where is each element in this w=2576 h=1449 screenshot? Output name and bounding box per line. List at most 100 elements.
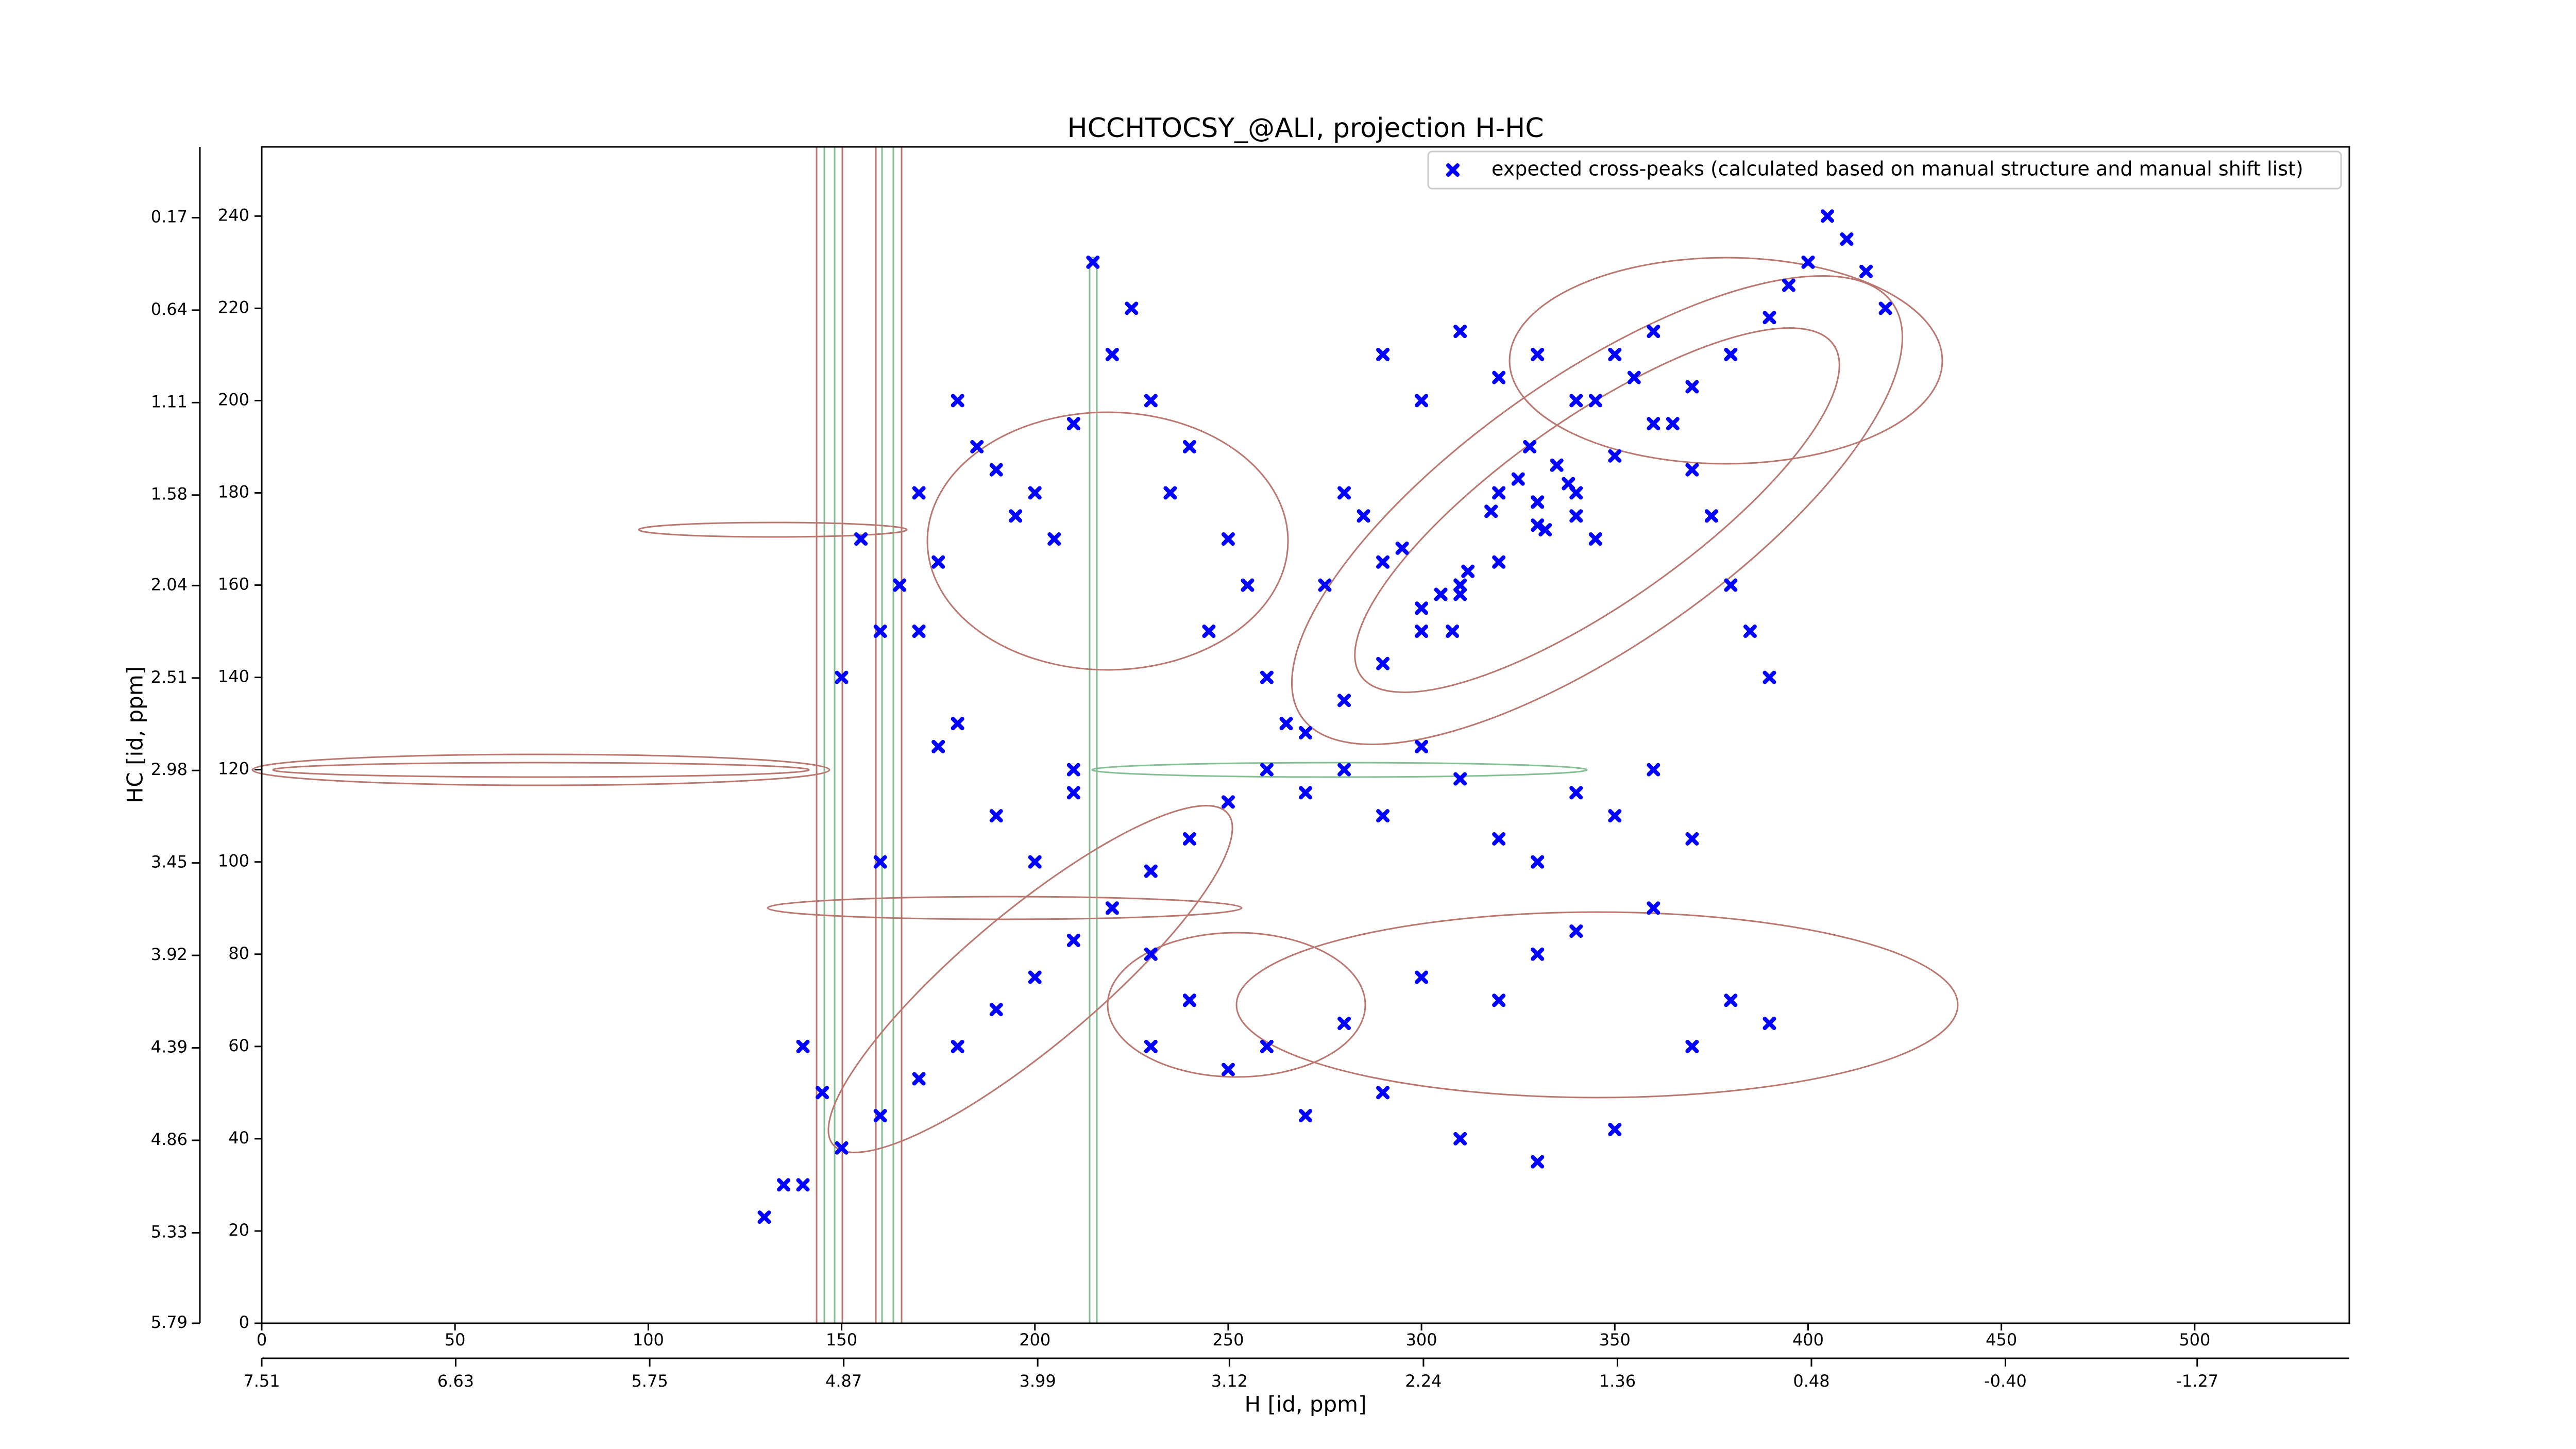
contour-band: [823, 146, 836, 1324]
x-tick-label: 350: [1599, 1330, 1631, 1350]
cross-peak: [1260, 1039, 1274, 1053]
cross-peak: [1569, 786, 1583, 800]
cross-peak: [1376, 1086, 1390, 1100]
contour-blob: [1291, 275, 1903, 745]
y2-tick-label: 2.98: [151, 760, 188, 779]
cross-peak: [1685, 380, 1699, 394]
cross-peak: [970, 440, 984, 453]
contour-blob: [827, 805, 1233, 1153]
cross-peak: [989, 463, 1003, 477]
cross-peak: [912, 625, 926, 638]
cross-peak: [1434, 587, 1448, 601]
cross-peak: [1523, 440, 1537, 453]
x2-tick-label: 5.75: [631, 1371, 668, 1391]
cross-peak: [1801, 255, 1815, 269]
cross-peak: [1047, 532, 1061, 546]
cross-peak: [912, 1072, 926, 1086]
cross-peak: [1260, 763, 1274, 777]
cross-peak: [1182, 993, 1196, 1007]
cross-peak: [1461, 564, 1475, 578]
cross-peak: [1484, 504, 1498, 518]
contour-streak: [251, 753, 831, 786]
cross-peak: [796, 1178, 810, 1192]
cross-peak: [1647, 763, 1660, 777]
cross-peak: [1009, 509, 1023, 523]
cross-peak: [1647, 325, 1660, 339]
cross-peak: [1446, 625, 1460, 638]
cross-peak: [1318, 578, 1332, 592]
cross-peak: [1299, 1109, 1312, 1123]
cross-peak: [816, 1086, 829, 1100]
cross-peak: [1453, 578, 1467, 592]
cross-peak: [1376, 656, 1390, 670]
contour-blob: [1107, 932, 1366, 1078]
cross-peak: [1028, 855, 1042, 869]
cross-peak: [1221, 795, 1235, 809]
x-tick-label: 200: [1019, 1330, 1050, 1350]
cross-peak: [1202, 625, 1216, 638]
cross-peak: [1395, 541, 1409, 555]
x-tick-label: 450: [1986, 1330, 2017, 1350]
x2-tick-label: 1.36: [1599, 1371, 1636, 1391]
cross-peak: [1562, 477, 1575, 491]
cross-peak: [1492, 993, 1506, 1007]
y2-tick-label: 1.11: [151, 392, 188, 411]
legend-label: expected cross-peaks (calculated based o…: [1492, 158, 2303, 180]
cross-peak: [1337, 1017, 1351, 1031]
cross-peak: [757, 1210, 771, 1224]
cross-peak: [1028, 970, 1042, 984]
cross-peak: [1685, 463, 1699, 477]
cross-peak: [1762, 311, 1776, 325]
x2-tick-label: 3.12: [1211, 1371, 1248, 1391]
cross-peak: [1144, 947, 1158, 961]
cross-peak: [1415, 970, 1429, 984]
y2-tick-label: 1.58: [151, 484, 188, 504]
cross-peak: [1511, 472, 1525, 486]
cross-peak: [989, 809, 1003, 823]
cross-peak: [1337, 763, 1351, 777]
x-tick-label: 300: [1406, 1330, 1437, 1350]
contour-band: [1089, 257, 1098, 1324]
cross-peak: [931, 739, 945, 753]
cross-peak: [1782, 278, 1795, 292]
cross-peak: [1066, 417, 1080, 431]
cross-peak: [1647, 901, 1660, 915]
contour-blob: [1354, 327, 1840, 693]
cross-peak: [1743, 625, 1757, 638]
cross-peak: [1279, 717, 1293, 731]
cross-peak: [796, 1039, 810, 1053]
contour-blob: [1509, 257, 1943, 465]
cross-peak: [893, 578, 907, 592]
cross-peak: [1415, 739, 1429, 753]
cross-peak: [1066, 933, 1080, 947]
cross-peak: [1859, 264, 1873, 278]
cross-peak: [1376, 347, 1390, 361]
cross-peak: [1492, 555, 1506, 569]
contour-blob: [1235, 911, 1959, 1099]
cross-peak: [1531, 947, 1545, 961]
cross-peak: [1550, 458, 1564, 472]
y-tick-label: 120: [218, 759, 249, 779]
cross-peak: [1182, 440, 1196, 453]
cross-peak: [1531, 855, 1545, 869]
cross-peak: [1415, 625, 1429, 638]
x-tick-label: 250: [1212, 1330, 1244, 1350]
y-tick-label: 100: [218, 851, 249, 871]
cross-peak: [1531, 347, 1545, 361]
cross-peak: [777, 1178, 790, 1192]
cross-peak: [1666, 417, 1680, 431]
y2-tick-label: 5.79: [151, 1312, 188, 1332]
cross-peak: [1685, 1039, 1699, 1053]
cross-peak: [1569, 924, 1583, 938]
x2-tick-label: 4.87: [825, 1371, 862, 1391]
cross-peak: [989, 1003, 1003, 1017]
y-tick-label: 220: [218, 297, 249, 317]
cross-peak: [1144, 864, 1158, 878]
y-tick-label: 140: [218, 667, 249, 686]
y-tick-label: 40: [228, 1128, 249, 1148]
y-tick-label: 200: [218, 390, 249, 409]
cross-peak: [1704, 509, 1718, 523]
x2-tick-label: 3.99: [1020, 1371, 1056, 1391]
cross-peak: [1685, 832, 1699, 846]
x2-tick-label: 7.51: [243, 1371, 280, 1391]
